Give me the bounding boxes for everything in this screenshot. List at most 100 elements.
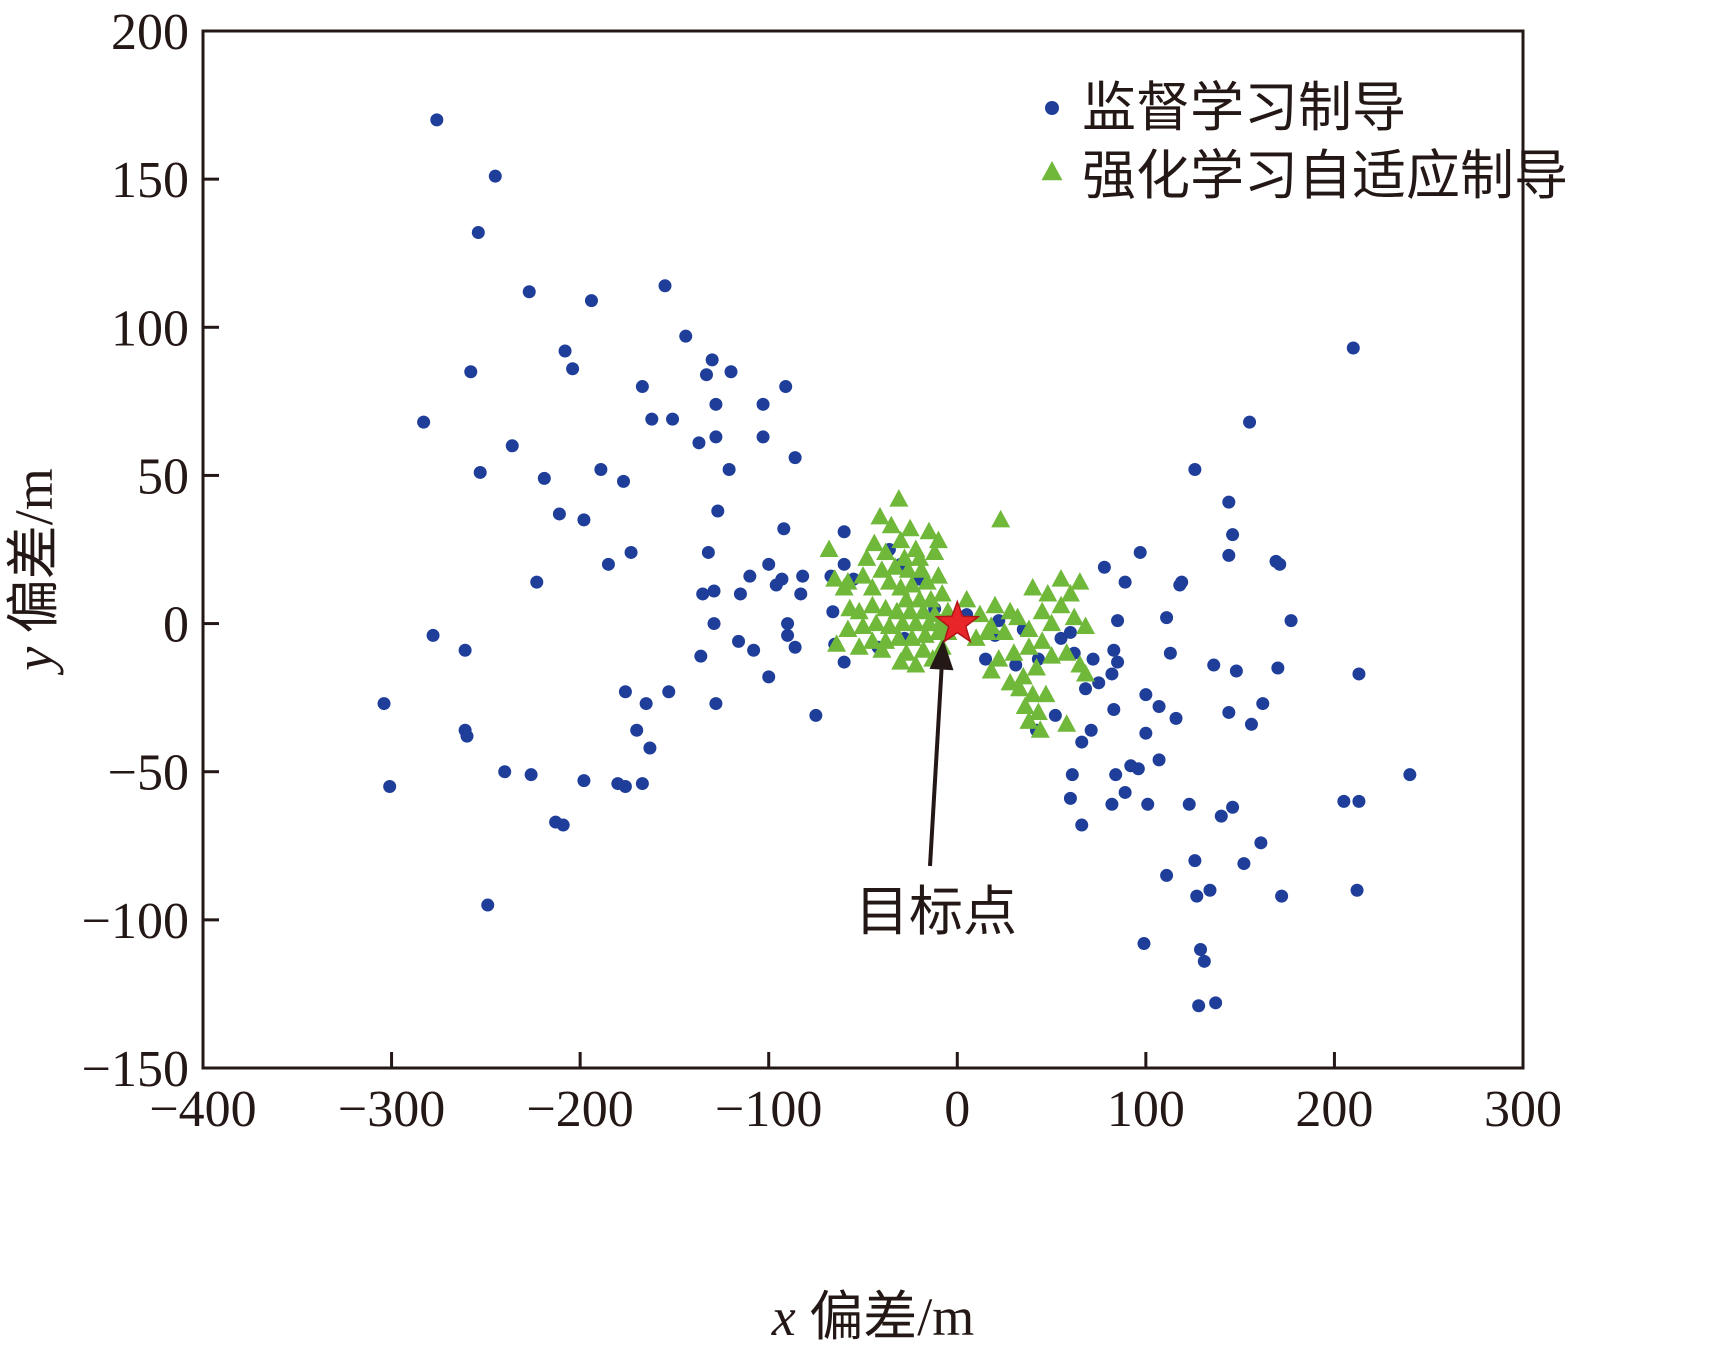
supervised-point <box>1222 548 1236 562</box>
reinforcement-point <box>1032 631 1052 649</box>
supervised-point <box>732 634 746 648</box>
supervised-point <box>837 525 851 539</box>
supervised-point <box>1118 575 1132 589</box>
reinforcement-point <box>1051 595 1071 614</box>
reinforcement-point <box>1076 616 1096 635</box>
supervised-point <box>624 545 638 559</box>
supervised-point <box>1133 545 1147 559</box>
supervised-point <box>552 507 566 521</box>
supervised-point <box>1009 658 1023 672</box>
reinforcement-point <box>1004 643 1024 661</box>
reinforcement-point <box>879 572 899 590</box>
supervised-point <box>694 649 708 663</box>
supervised-point <box>722 463 736 477</box>
supervised-point <box>1194 942 1208 956</box>
supervised-point <box>1105 667 1119 681</box>
reinforcement-point <box>1032 601 1052 620</box>
supervised-point <box>635 777 649 791</box>
supervised-point <box>643 741 657 755</box>
reinforcement-point <box>891 530 911 549</box>
reinforcement-point <box>1000 601 1020 620</box>
x-axis-label: x 偏差/m <box>771 1287 974 1347</box>
supervised-point <box>1222 705 1236 719</box>
supervised-point <box>558 344 572 358</box>
reinforcement-point <box>1070 572 1090 590</box>
reinforcement-point <box>1076 663 1096 682</box>
reinforcement-point <box>898 560 918 578</box>
supervised-point <box>1190 889 1204 903</box>
reinforcement-point <box>1023 684 1043 703</box>
supervised-point <box>1226 528 1240 542</box>
supervised-point <box>577 513 591 527</box>
reinforcement-point <box>1015 696 1035 715</box>
supervised-point <box>601 557 615 571</box>
reinforcement-point <box>862 578 882 596</box>
supervised-point <box>460 729 474 743</box>
supervised-point <box>1054 631 1068 645</box>
supervised-point <box>679 329 693 343</box>
x-tick-label: 300 <box>1484 1081 1562 1138</box>
supervised-point <box>826 605 840 619</box>
reinforcement-point <box>889 628 909 646</box>
reinforcement-point <box>1060 583 1080 602</box>
supervised-point <box>1048 708 1062 722</box>
supervised-point <box>1244 717 1258 731</box>
reinforcement-point <box>900 518 920 537</box>
supervised-point <box>1139 688 1153 702</box>
supervised-point <box>1160 611 1174 625</box>
supervised-point <box>639 697 653 711</box>
reinforcement-point <box>902 575 922 593</box>
supervised-point <box>556 818 570 832</box>
supervised-point <box>662 685 676 699</box>
supervised-point <box>377 697 391 711</box>
supervised-point <box>1175 575 1189 589</box>
annotation-arrow-head <box>929 639 954 671</box>
x-tick-label: 200 <box>1295 1081 1373 1138</box>
reinforcement-point <box>896 589 916 608</box>
supervised-point <box>1243 415 1257 429</box>
reinforcement-point <box>864 533 884 552</box>
reinforcement-point <box>1023 578 1043 596</box>
y-tick-label: 150 <box>111 152 189 209</box>
reinforcement-point <box>928 530 948 549</box>
supervised-point <box>666 412 680 426</box>
supervised-point <box>1188 463 1202 477</box>
supervised-point <box>709 430 723 444</box>
supervised-point <box>618 780 632 794</box>
supervised-point <box>1079 682 1093 696</box>
reinforcement-point <box>876 598 896 617</box>
reinforcement-point <box>977 622 997 640</box>
reinforcement-point <box>906 613 926 632</box>
reinforcement-point <box>840 598 860 617</box>
supervised-point <box>522 285 536 299</box>
x-tick-label: −200 <box>526 1081 633 1138</box>
supervised-point <box>1152 753 1166 767</box>
reinforcement-point <box>1042 646 1062 664</box>
reinforcement-point <box>900 601 920 620</box>
x-tick-label: 0 <box>944 1081 970 1138</box>
supervised-point <box>1256 697 1270 711</box>
supervised-point <box>796 569 810 583</box>
supervised-point <box>837 557 851 571</box>
y-axis-variable: y <box>4 647 64 676</box>
reinforcement-point <box>913 601 933 620</box>
supervised-point <box>530 575 544 589</box>
supervised-point <box>1214 809 1228 823</box>
reinforcement-point <box>1019 637 1039 655</box>
supervised-point <box>1137 937 1151 951</box>
supervised-point <box>1192 999 1206 1013</box>
supervised-point <box>1352 794 1366 808</box>
y-tick-label: 50 <box>137 448 189 505</box>
reinforcement-point <box>1026 658 1046 676</box>
supervised-point <box>837 655 851 669</box>
reinforcement-point <box>862 631 882 649</box>
supervised-point <box>417 415 431 429</box>
supervised-point <box>1097 560 1111 574</box>
supervised-point <box>705 353 719 367</box>
reinforcement-point <box>1019 711 1039 729</box>
supervised-point <box>1075 818 1089 832</box>
supervised-point <box>788 451 802 465</box>
supervised-point <box>635 380 649 394</box>
supervised-point <box>709 697 723 711</box>
y-axis-label: y 偏差/m <box>4 468 64 675</box>
